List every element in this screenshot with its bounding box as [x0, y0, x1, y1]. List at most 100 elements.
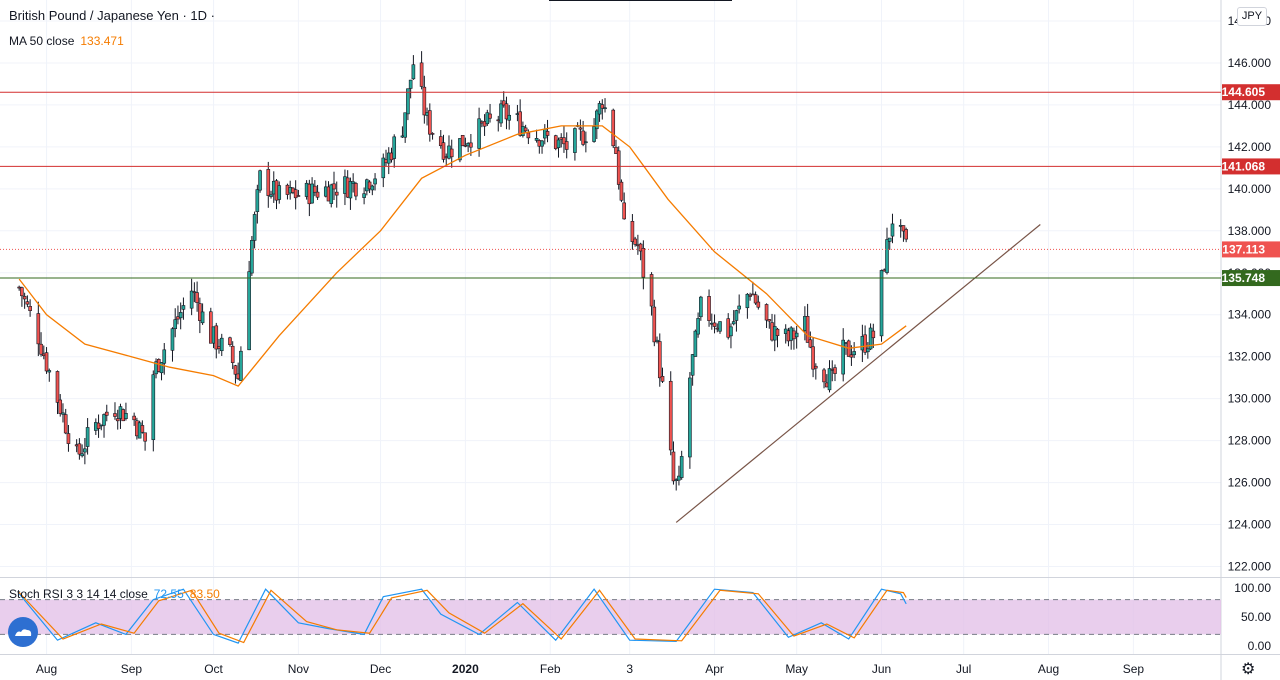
candle-body — [469, 142, 473, 148]
x-tick-label: Jun — [872, 662, 891, 676]
candle-body — [545, 131, 550, 136]
level-label-bg — [1222, 270, 1280, 287]
x-tick-label: Dec — [370, 662, 391, 676]
candle-body — [690, 354, 695, 376]
candle-body — [80, 453, 84, 457]
x-tick-label: 3 — [626, 662, 633, 676]
candle-body — [866, 348, 870, 353]
y-tick-label: 134.000 — [1228, 308, 1272, 322]
candle-body — [677, 475, 681, 481]
candle-body — [805, 316, 810, 343]
candle-body — [438, 136, 443, 146]
candle-body — [871, 330, 876, 339]
candle-body — [351, 181, 355, 184]
stoch-tick-label: 0.00 — [1248, 639, 1272, 653]
candle-body — [233, 365, 238, 375]
candle-body — [348, 181, 353, 199]
candle-body — [904, 229, 908, 240]
candle-body — [66, 433, 71, 444]
candle-body — [811, 346, 815, 370]
candle-body — [140, 425, 145, 433]
x-tick-label: Apr — [705, 662, 724, 676]
candle-body — [879, 270, 884, 337]
candle-body — [622, 202, 626, 220]
candle-body — [584, 141, 588, 144]
candle-body — [310, 183, 314, 204]
candle-body — [362, 193, 366, 198]
stoch-d-line — [18, 589, 907, 644]
x-tick-label: Sep — [121, 662, 143, 676]
level-label: 137.113 — [1222, 242, 1265, 256]
candle-body — [526, 132, 531, 139]
currency-badge[interactable]: JPY — [1237, 7, 1267, 26]
candle-body — [652, 306, 657, 343]
candle-body — [430, 133, 435, 135]
candle-body — [228, 337, 232, 345]
candle-body — [315, 191, 320, 198]
candle-body — [540, 140, 544, 147]
candle-body — [381, 157, 386, 179]
candle-body — [61, 412, 65, 415]
candle-body — [753, 294, 758, 304]
candle-body — [616, 150, 621, 185]
stoch-k-value: 72.55 — [153, 587, 184, 601]
x-tick-label: May — [785, 662, 808, 676]
level-label: 141.068 — [1222, 159, 1266, 173]
candle-body — [449, 148, 454, 158]
candle-body — [756, 301, 761, 308]
candle-body — [564, 141, 569, 150]
x-tick-label: Aug — [1038, 662, 1059, 676]
candle-body — [614, 146, 618, 154]
gear-icon[interactable]: ⚙ — [1241, 661, 1256, 678]
candle-body — [671, 451, 676, 482]
candle-body — [477, 118, 481, 149]
candle-body — [151, 374, 156, 440]
candle-body — [718, 321, 722, 332]
candle-body — [841, 339, 846, 375]
candle-body — [419, 62, 424, 87]
tradingview-logo-icon — [8, 617, 38, 647]
candle-body — [370, 185, 375, 191]
candle-body — [392, 136, 397, 159]
candle-body — [603, 107, 607, 110]
x-tick-label: Aug — [36, 662, 57, 676]
y-tick-label: 144.000 — [1228, 98, 1272, 112]
candle-body — [428, 110, 432, 135]
stoch-tick-label: 100.00 — [1234, 581, 1271, 595]
candle-body — [657, 341, 662, 379]
candle-body — [159, 362, 164, 374]
y-tick-label: 142.000 — [1228, 140, 1272, 154]
candle-body — [595, 110, 599, 130]
candle-body — [173, 319, 178, 330]
candle-body — [611, 109, 616, 147]
candle-body — [162, 349, 167, 364]
candle-body — [630, 221, 635, 242]
candle-body — [814, 365, 818, 369]
y-tick-label: 132.000 — [1228, 350, 1272, 364]
candle-body — [28, 306, 32, 311]
y-tick-label: 140.000 — [1228, 182, 1272, 196]
candle-body — [833, 367, 837, 374]
candle-body — [849, 354, 854, 358]
candle-body — [39, 343, 43, 355]
support-trendline — [675, 224, 1041, 523]
candle-body — [266, 169, 271, 196]
candle-body — [767, 319, 772, 322]
ma-legend: MA 50 close 133.471 — [9, 33, 124, 48]
candle-body — [655, 339, 659, 342]
candle-body — [597, 103, 602, 115]
candle-body — [562, 137, 566, 145]
candle-body — [885, 239, 889, 273]
candle-body — [22, 296, 27, 300]
candle-body — [55, 371, 60, 403]
candle-body — [794, 332, 799, 338]
level-label-bg — [1222, 158, 1280, 175]
candle-body — [20, 287, 24, 297]
candle-body — [600, 104, 605, 109]
candle-body — [699, 296, 703, 318]
candle-body — [132, 415, 136, 421]
level-label: 135.748 — [1222, 271, 1266, 285]
candle-body — [592, 126, 596, 142]
candle-body — [258, 170, 262, 191]
